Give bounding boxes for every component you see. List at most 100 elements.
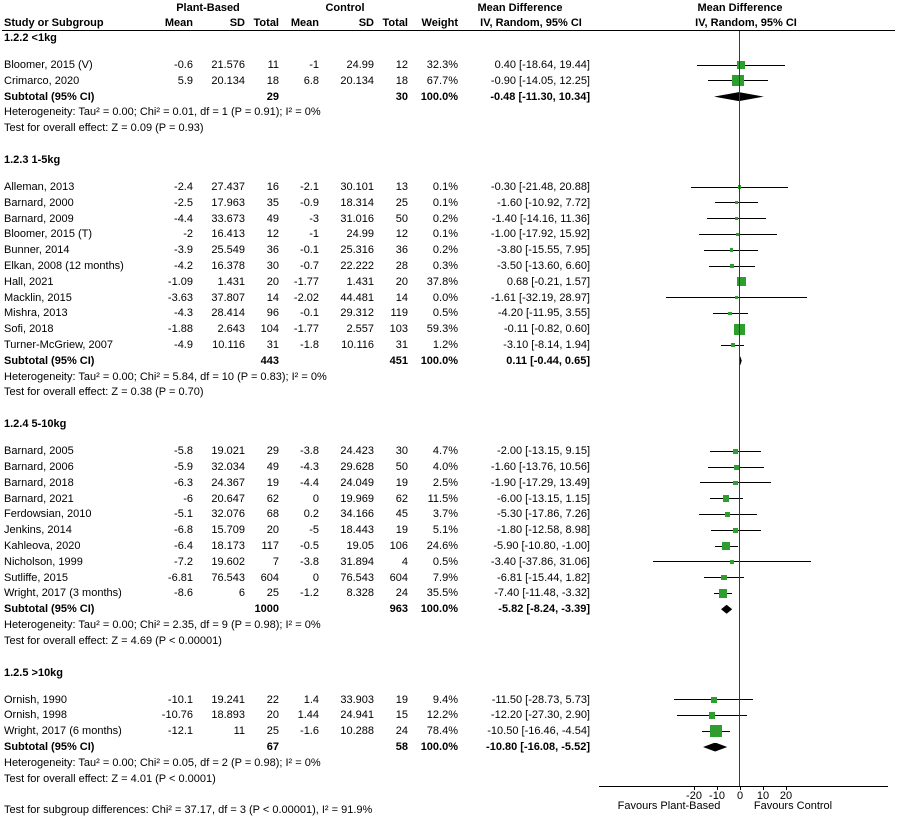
pb-total: 22 — [266, 693, 279, 706]
overall-effect-text: Test for overall effect: Z = 4.01 (P < 0… — [4, 772, 216, 785]
weight: 67.7% — [426, 74, 458, 87]
subgroup-header-row: 1.2.3 1-5kg — [4, 153, 894, 167]
weight: 0.5% — [432, 307, 458, 320]
overall-effect-text: Test for overall effect: Z = 0.09 (P = 0… — [4, 122, 204, 135]
effect-square — [730, 264, 734, 268]
x-axis-line — [599, 786, 888, 787]
ci-plot-cell — [598, 338, 894, 352]
pb-total: 49 — [266, 461, 279, 473]
effect-square — [708, 712, 716, 719]
ci-text: 0.40 [-18.64, 19.44] — [494, 59, 590, 71]
pb-total: 20 — [266, 709, 279, 722]
effect-square — [721, 574, 728, 581]
pb-total: 62 — [266, 492, 279, 505]
subgroup-header-row: 1.2.5 >10kg — [4, 666, 894, 680]
ctrl-sd: 76.543 — [340, 571, 374, 584]
study-row: Bloomer, 2015 (T) -2 16.413 12 -1 24.99 12 0.1%… — [4, 227, 894, 241]
pb-sd: 20.134 — [211, 74, 245, 87]
study-name: Ornish, 1998 — [4, 709, 67, 722]
study-name: Barnard, 2021 — [4, 492, 74, 505]
subtotal-row: Subtotal (95% CI) 67 58 100.0% -10.80 [-16.0… — [4, 740, 894, 754]
col-iv-ci-text: IV, Random, 95% CI — [480, 17, 582, 29]
pb-total: 25 — [266, 725, 279, 738]
pb-mean: -4.3 — [174, 307, 193, 320]
ctrl-mean: -0.5 — [300, 540, 319, 552]
pb-total: 604 — [260, 571, 279, 584]
ci-plot-cell — [598, 243, 894, 257]
ctrl-subtotal-total: 30 — [395, 90, 408, 103]
ctrl-sd: 10.288 — [340, 725, 374, 738]
ci-text: -11.50 [-28.73, 5.73] — [491, 693, 590, 706]
weight: 12.2% — [426, 709, 458, 722]
ci-plot-cell — [598, 444, 894, 458]
study-name: Bloomer, 2015 (T) — [4, 228, 93, 241]
subtotal-plot-cell — [598, 354, 894, 368]
study-name: Barnard, 2000 — [4, 196, 74, 209]
ci-plot-cell — [598, 571, 894, 585]
ci-plot-cell — [598, 74, 894, 88]
study-name: Elkan, 2008 (12 months) — [4, 260, 124, 272]
heterogeneity-row: Heterogeneity: Tau² = 0.00; Chi² = 5.84,… — [4, 370, 894, 384]
weight: 1.2% — [432, 339, 458, 351]
weight: 78.4% — [426, 725, 458, 738]
weight: 4.0% — [432, 461, 458, 473]
subgroup-label: 1.2.3 1-5kg — [4, 154, 61, 166]
ctrl-sd: 18.443 — [340, 524, 374, 537]
subtotal-row: Subtotal (95% CI) 443 451 100.0% 0.11 [-0.44… — [4, 354, 894, 368]
ci-plot-cell — [598, 586, 894, 600]
ctrl-sd: 29.628 — [340, 461, 374, 473]
ctrl-total: 19 — [395, 693, 408, 706]
pb-mean: -6.3 — [174, 476, 193, 489]
col-weight: Weight — [421, 17, 458, 29]
pb-mean: -3.9 — [174, 244, 193, 257]
study-row: Kahleova, 2020 -6.4 18.173 117 -0.5 19.05 106 2… — [4, 539, 894, 553]
pb-total: 96 — [266, 307, 279, 320]
pb-mean: -1.09 — [167, 275, 193, 288]
ctrl-subtotal-total: 963 — [389, 603, 408, 616]
ci-plot-cell — [598, 306, 894, 320]
pb-total: 12 — [266, 228, 279, 241]
pb-sd: 19.602 — [211, 555, 245, 568]
ctrl-total: 45 — [395, 508, 408, 521]
study-row: Sutliffe, 2015 -6.81 76.543 604 0 76.543 604 7.… — [4, 571, 894, 585]
effect-square — [733, 527, 739, 533]
pb-sd: 18.173 — [211, 540, 245, 552]
ctrl-total: 15 — [395, 709, 408, 722]
pb-sd: 21.576 — [211, 59, 245, 71]
study-row: Barnard, 2021 -6 20.647 62 0 19.969 62 11.5% -6.… — [4, 492, 894, 506]
ctrl-total: 14 — [395, 291, 408, 304]
ctrl-sd: 24.941 — [340, 709, 374, 722]
col-ctrl-mean: Mean — [290, 17, 319, 29]
ctrl-mean: -0.9 — [300, 196, 319, 209]
subtotal-weight: 100.0% — [420, 90, 458, 103]
effect-square — [729, 248, 733, 252]
pb-mean: -2 — [183, 228, 193, 241]
ctrl-mean: 1.44 — [297, 709, 319, 722]
ctrl-sd: 24.99 — [346, 59, 374, 71]
ci-text: -0.30 [-21.48, 20.88] — [490, 181, 590, 193]
subtotal-diamond — [703, 742, 728, 752]
pb-mean: -4.2 — [174, 260, 193, 272]
study-name: Wright, 2017 (6 months) — [4, 725, 122, 738]
ci-text: -10.50 [-16.46, -4.54] — [487, 725, 590, 738]
effect-square — [728, 311, 733, 316]
pb-mean: 5.9 — [177, 74, 193, 87]
ctrl-mean: -0.1 — [300, 244, 319, 257]
ctrl-total: 24 — [395, 725, 408, 738]
study-name: Wright, 2017 (3 months) — [4, 587, 122, 600]
weight: 4.7% — [432, 445, 458, 458]
ctrl-total: 19 — [395, 476, 408, 489]
weight: 2.5% — [432, 476, 458, 489]
ctrl-total: 106 — [389, 540, 408, 552]
weight: 0.1% — [432, 196, 458, 209]
study-name: Bunner, 2014 — [4, 244, 70, 257]
subtotal-row: Subtotal (95% CI) 1000 963 100.0% -5.82 [-8.… — [4, 602, 894, 616]
pb-mean: -5.8 — [174, 445, 193, 458]
col-iv-ci-plot: IV, Random, 95% CI — [695, 17, 797, 29]
pb-subtotal-total: 1000 — [254, 603, 279, 616]
ctrl-total: 36 — [395, 244, 408, 257]
weight: 0.3% — [432, 260, 458, 272]
study-row: Crimarco, 2020 5.9 20.134 18 6.8 20.134 18 67.7… — [4, 74, 894, 88]
